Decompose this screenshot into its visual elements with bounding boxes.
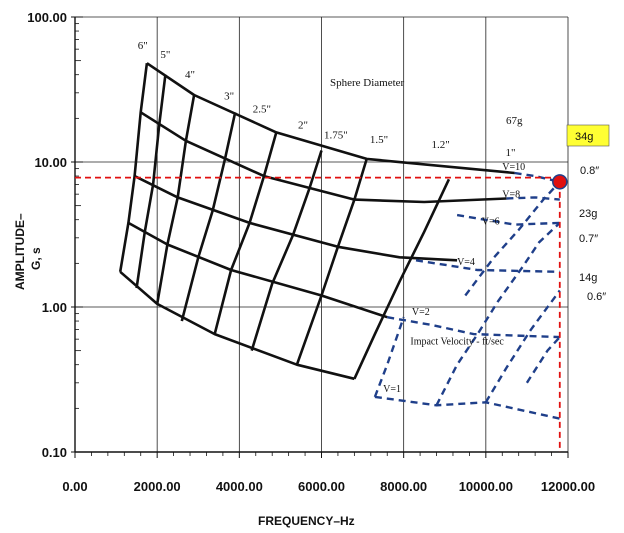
diameter-label: 3": [224, 90, 234, 102]
diameter-label: 5": [160, 49, 170, 61]
velocity-diagonal-dashed: [525, 336, 561, 384]
x-tick-label: 8000.00: [380, 479, 427, 494]
velocity-curve: [134, 174, 458, 262]
annotation-34g: 34g: [575, 131, 593, 143]
velocity-extension-dashed: [506, 196, 560, 201]
diameter-label: 1.2": [432, 139, 450, 151]
x-tick-label: 2000.00: [134, 479, 181, 494]
annotation-0.8in: 0.8″: [580, 165, 599, 177]
velocity-label: V=10: [502, 162, 525, 173]
diameter-curve: [353, 178, 451, 380]
y-axis-title-line2: G, s: [29, 247, 43, 270]
velocity-extension-dashed: [374, 395, 561, 420]
annotation-23g: 23g: [579, 208, 597, 220]
x-axis-title: FREQUENCY–Hz: [258, 514, 355, 528]
diameter-label: 2": [298, 120, 308, 132]
velocity-diagonal-dashed: [435, 222, 561, 406]
velocity-extension-dashed: [386, 316, 560, 339]
annotation-0.6in: 0.6″: [587, 291, 606, 303]
velocity-diagonal-dashed: [464, 180, 561, 297]
annotation-0.7in: 0.7″: [579, 233, 598, 245]
y-tick-label: 0.10: [42, 445, 67, 460]
diameter-label: 1": [505, 147, 515, 159]
diameter-label: 1.5": [370, 134, 388, 146]
x-tick-label: 10000.00: [459, 479, 513, 494]
label-layer: 6" 5" 4" 3" 2.5" 2" 1.75" 1.5" 1.2" 1" V=10 V=8 V=6 V…: [138, 40, 525, 395]
guide-layer: [75, 174, 568, 452]
velocity-label: V=4: [457, 257, 475, 268]
y-tick-label: 10.00: [34, 155, 67, 170]
axis-layer: 0.10 1.00 10.00 100.00 0.00 2000.00 4000.00 600…: [27, 10, 595, 494]
x-tick-label: 6000.00: [298, 479, 345, 494]
y-axis-title-line1: AMPLITUDE–: [13, 213, 27, 290]
curve-layer: [118, 62, 515, 381]
x-tick-label: 0.00: [62, 479, 87, 494]
annotation-14g: 14g: [579, 272, 597, 284]
velocity-label: V=2: [412, 307, 430, 318]
x-tick-label: 4000.00: [216, 479, 263, 494]
velocity-label: V=8: [502, 189, 520, 200]
velocity-extension-dashed: [514, 171, 561, 183]
diameter-label: 6": [138, 40, 148, 52]
x-tick-label: 12000.00: [541, 479, 595, 494]
velocity-extension-dashed: [415, 259, 560, 273]
velocity-curve: [127, 221, 388, 319]
velocity-label: V=1: [383, 384, 401, 395]
diameter-label: 4": [185, 69, 195, 81]
sphere-diameter-title: Sphere Diameter: [330, 77, 405, 89]
grid-layer: [75, 16, 569, 452]
velocity-label: V=6: [482, 217, 500, 228]
velocity-diagonal-dashed: [484, 289, 561, 403]
blue-layer: [373, 171, 561, 420]
highlight-box-34g: [566, 124, 610, 147]
velocity-extension-dashed: [456, 213, 560, 226]
annotation-67g: 67g: [506, 115, 523, 127]
velocity-curve: [119, 270, 355, 381]
impact-velocity-label: Impact Velocity - ft/sec: [410, 337, 504, 348]
velocity-curve: [140, 111, 507, 204]
operating-point-marker: [552, 174, 568, 190]
diameter-curve: [295, 158, 368, 366]
diameter-label: 1.75": [324, 130, 348, 142]
y-tick-label: 100.00: [27, 10, 67, 25]
y-tick-label: 1.00: [42, 300, 67, 315]
diameter-label: 2.5": [253, 103, 271, 115]
velocity-curve: [146, 62, 515, 175]
